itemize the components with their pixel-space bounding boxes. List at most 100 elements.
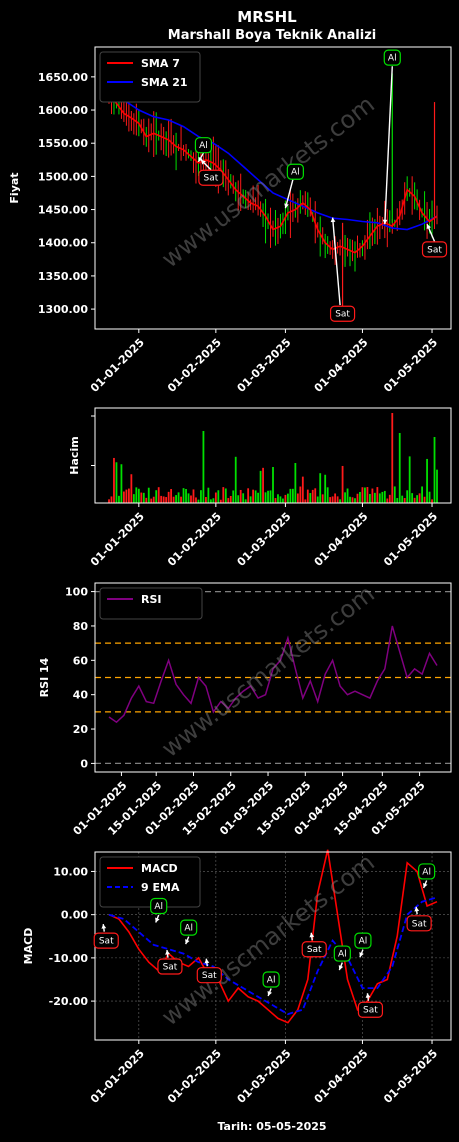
volume-bar <box>339 499 341 503</box>
volume-bar <box>175 495 177 503</box>
macd-arrow-head <box>414 906 420 912</box>
price-arrow-head <box>200 159 206 165</box>
volume-bar <box>346 488 349 503</box>
price-watermark: www.uscmarkets.com <box>156 90 380 273</box>
volume-bar <box>391 413 394 503</box>
rsi-y-tick-label: 60 <box>73 654 89 667</box>
volume-bar <box>249 496 252 503</box>
price-legend-label: SMA 7 <box>141 57 180 70</box>
volume-bar <box>294 463 297 503</box>
macd-y-tick-label: -20.00 <box>49 995 89 1008</box>
rsi-y-tick-label: 40 <box>73 689 89 702</box>
volume-bar <box>110 496 113 503</box>
volume-bar <box>190 495 192 503</box>
volume-bar <box>277 494 279 503</box>
macd-arrow-head <box>423 882 428 888</box>
volume-y-label: Hacim <box>68 436 81 474</box>
volume-bar <box>336 496 339 503</box>
volume-bar <box>132 494 135 503</box>
price-annotation-box <box>198 169 224 186</box>
volume-bar <box>187 493 190 503</box>
volume-bar <box>170 489 173 503</box>
macd-y-tick-label: 10.00 <box>53 865 88 878</box>
price-annotation-label: Sat <box>203 174 218 184</box>
volume-bar <box>207 487 210 503</box>
price-x-tick-label: 01-05-2025 <box>381 336 440 395</box>
volume-bar <box>433 437 436 503</box>
price-arrow <box>284 179 294 209</box>
volume-bar <box>359 492 361 503</box>
volume-x-tick-label: 01-03-2025 <box>235 510 294 569</box>
price-x-tick-label: 01-01-2025 <box>88 336 147 395</box>
volume-bar <box>326 487 329 503</box>
volume-bar <box>381 491 384 503</box>
volume-bar <box>279 496 282 503</box>
volume-bar <box>413 497 416 503</box>
volume-bar <box>113 457 115 503</box>
macd-annotation-label: Sat <box>412 919 427 929</box>
macd-annotation-label: Al <box>184 924 193 934</box>
macd-annotation-label: Al <box>338 950 347 960</box>
volume-bar <box>309 493 312 503</box>
volume-bar <box>301 476 304 503</box>
volume-bar <box>314 488 317 503</box>
macd-annotation-box <box>406 915 432 932</box>
rsi-y-tick-label: 20 <box>73 723 89 736</box>
price-y-tick-label: 1600.00 <box>38 104 88 117</box>
volume-bar <box>142 492 145 503</box>
volume-bar <box>262 467 264 503</box>
rsi-y-tick-label: 0 <box>80 757 88 770</box>
volume-bar <box>411 493 414 503</box>
volume-bar <box>331 496 334 503</box>
volume-bar <box>341 465 344 503</box>
macd-y-tick-label: 0.00 <box>61 909 88 922</box>
volume-bar <box>157 487 160 503</box>
rsi-y-tick-label: 80 <box>73 620 89 633</box>
volume-bar <box>319 473 322 503</box>
macd-annotation-box <box>357 1001 384 1018</box>
volume-bar <box>428 491 431 503</box>
macd-annotation-label: Sat <box>202 971 217 981</box>
macd-x-tick-label: 01-01-2025 <box>88 1047 147 1106</box>
volume-bar <box>421 486 423 503</box>
ema-line <box>108 896 438 1016</box>
volume-bar <box>373 492 376 503</box>
volume-bar <box>393 486 396 503</box>
volume-bar <box>108 499 110 503</box>
volume-bar <box>296 493 299 503</box>
price-legend-label: SMA 21 <box>141 76 188 89</box>
price-arrow-head <box>426 224 432 230</box>
volume-bar <box>209 499 212 503</box>
volume-bar <box>237 495 240 503</box>
volume-bar <box>195 497 197 503</box>
price-y-tick-label: 1400.00 <box>38 237 88 250</box>
volume-bar <box>386 498 389 503</box>
macd-arrow-head <box>155 917 160 923</box>
volume-bar <box>334 493 337 503</box>
volume-bar <box>167 491 170 503</box>
price-annotation-label: Al <box>199 141 208 151</box>
volume-bar <box>192 489 195 503</box>
price-arrow-head <box>382 219 388 225</box>
macd-annotation-box <box>196 967 222 984</box>
volume-bar <box>137 488 140 503</box>
price-annotation-box <box>421 241 448 258</box>
rsi-legend-box <box>99 587 203 620</box>
volume-bar <box>160 495 163 503</box>
volume-bar <box>366 487 369 503</box>
price-x-tick-label: 01-04-2025 <box>312 336 371 395</box>
price-annotation-box <box>329 305 356 322</box>
volume-bar <box>197 499 200 503</box>
volume-bar <box>403 498 406 503</box>
volume-bar <box>200 490 202 503</box>
volume-bar <box>426 458 428 503</box>
volume-bar <box>378 493 381 503</box>
volume-bar <box>123 491 125 503</box>
macd-annotation-box <box>180 919 198 936</box>
macd-annotation-box <box>150 897 168 915</box>
volume-bar <box>284 494 287 503</box>
macd-x-tick-label: 01-03-2025 <box>235 1047 294 1106</box>
price-y-tick-label: 1350.00 <box>38 270 88 283</box>
volume-x-tick-label: 01-04-2025 <box>312 510 371 569</box>
price-annotation-label: Sat <box>335 310 350 320</box>
